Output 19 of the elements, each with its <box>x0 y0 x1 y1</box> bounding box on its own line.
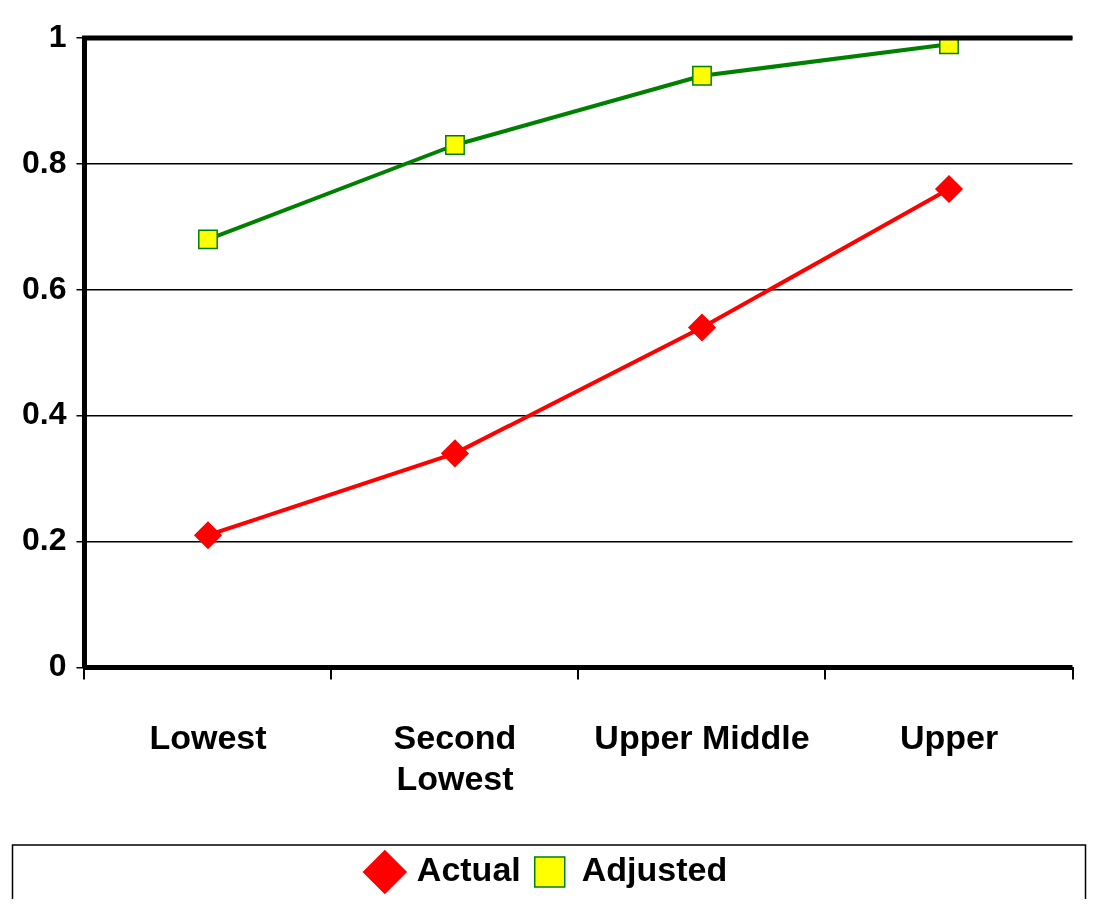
x-tick-label: Upper <box>899 718 999 757</box>
point <box>688 313 716 342</box>
point <box>692 65 712 86</box>
y-tick-label: 0.4 <box>22 395 67 432</box>
point <box>198 229 218 250</box>
y-tick-label: 0.8 <box>22 143 67 180</box>
x-tick-label: Second Lowest <box>393 718 517 797</box>
legend-label: Adjusted <box>581 850 728 889</box>
x-tick-label: Upper Middle <box>594 718 810 757</box>
y-tick-label: 1 <box>48 17 67 54</box>
y-tick-label: 0.2 <box>22 521 67 558</box>
x-tick-label: Lowest <box>149 718 267 757</box>
point <box>445 135 465 155</box>
y-tick-label: 0 <box>48 647 67 684</box>
point <box>194 521 222 549</box>
point <box>441 439 469 468</box>
point <box>935 175 963 203</box>
legend-label: Actual <box>416 850 521 889</box>
y-tick-label: 0.6 <box>22 269 67 306</box>
